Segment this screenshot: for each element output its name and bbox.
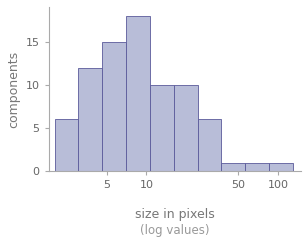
Y-axis label: components: components xyxy=(7,51,20,128)
Bar xyxy=(245,163,269,171)
Bar xyxy=(55,119,78,171)
Text: (log values): (log values) xyxy=(140,224,209,237)
Bar xyxy=(78,68,102,171)
Bar xyxy=(174,85,197,171)
Bar xyxy=(269,163,293,171)
Bar xyxy=(221,163,245,171)
Bar xyxy=(126,16,150,171)
X-axis label: size in pixels: size in pixels xyxy=(135,208,215,221)
Bar xyxy=(150,85,174,171)
Bar xyxy=(102,42,126,171)
Bar xyxy=(197,119,221,171)
